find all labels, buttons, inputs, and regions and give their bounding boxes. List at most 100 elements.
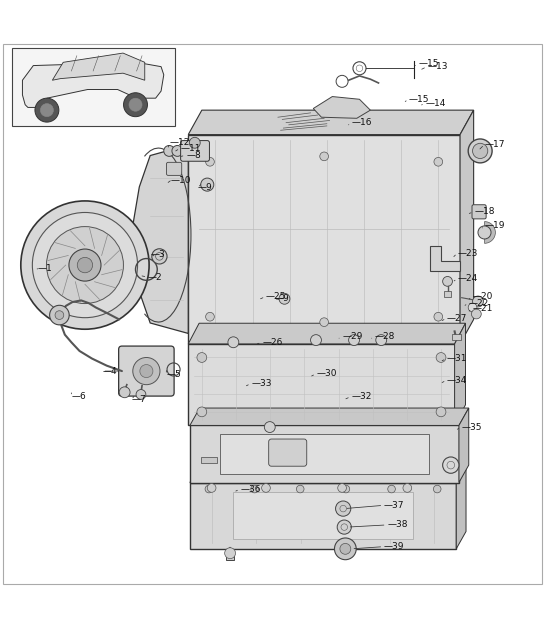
Circle shape (136, 389, 146, 399)
Circle shape (205, 485, 213, 493)
Bar (444, 291, 451, 296)
Bar (188, 344, 455, 425)
Circle shape (264, 421, 275, 433)
Text: —12: —12 (169, 138, 190, 147)
FancyBboxPatch shape (180, 141, 209, 161)
Bar (233, 492, 413, 539)
Text: —20: —20 (473, 292, 493, 301)
Text: —10: —10 (171, 176, 191, 185)
Polygon shape (190, 465, 466, 482)
Bar (226, 552, 234, 560)
Circle shape (478, 226, 491, 239)
Text: —18: —18 (474, 207, 495, 216)
Bar (190, 482, 456, 549)
Bar (190, 425, 459, 482)
Polygon shape (459, 408, 469, 482)
Text: —37: —37 (384, 501, 404, 510)
Text: —15: —15 (409, 95, 429, 104)
Circle shape (468, 139, 492, 163)
Circle shape (50, 305, 69, 325)
Bar (188, 134, 460, 344)
Bar (11, 48, 174, 126)
Text: —23: —23 (458, 249, 479, 257)
Circle shape (434, 158, 443, 166)
Circle shape (436, 352, 446, 362)
FancyBboxPatch shape (119, 346, 174, 396)
Circle shape (35, 98, 59, 122)
Polygon shape (313, 97, 371, 118)
Circle shape (349, 335, 360, 345)
Polygon shape (190, 408, 469, 425)
Polygon shape (131, 145, 188, 333)
Circle shape (337, 520, 352, 534)
Text: —30: —30 (317, 369, 337, 378)
Circle shape (197, 407, 207, 417)
Text: —21: —21 (473, 304, 493, 313)
Circle shape (46, 227, 123, 303)
Text: —26: —26 (262, 338, 282, 347)
Polygon shape (456, 465, 466, 549)
Circle shape (21, 201, 149, 329)
Circle shape (40, 104, 53, 117)
Bar (452, 333, 461, 340)
Polygon shape (22, 62, 164, 107)
Circle shape (403, 484, 411, 492)
Text: —6: —6 (72, 392, 87, 401)
Text: —31: —31 (447, 354, 468, 363)
Bar (201, 457, 217, 463)
Circle shape (471, 309, 481, 319)
Text: —38: —38 (387, 521, 408, 529)
Circle shape (311, 335, 322, 345)
Circle shape (55, 311, 64, 320)
Circle shape (124, 93, 148, 117)
Text: —2: —2 (148, 273, 162, 281)
Text: —28: —28 (375, 332, 395, 342)
Circle shape (443, 276, 452, 286)
Circle shape (32, 212, 137, 318)
Circle shape (133, 357, 160, 385)
Circle shape (320, 152, 329, 161)
Polygon shape (430, 246, 460, 271)
Circle shape (342, 485, 350, 493)
Circle shape (468, 303, 477, 312)
Text: —27: —27 (447, 314, 468, 323)
Text: —36: —36 (240, 485, 261, 494)
Polygon shape (52, 53, 145, 80)
Circle shape (296, 485, 304, 493)
Text: —14: —14 (425, 99, 446, 107)
Text: —4: —4 (103, 367, 118, 376)
Text: —9: —9 (274, 295, 289, 303)
Circle shape (320, 318, 329, 327)
Polygon shape (188, 110, 474, 134)
Text: —24: —24 (458, 274, 478, 283)
Circle shape (172, 146, 183, 156)
Text: —39: —39 (384, 542, 404, 551)
Text: —5: —5 (166, 371, 181, 379)
Text: —9: —9 (198, 183, 213, 192)
Circle shape (205, 158, 214, 166)
Circle shape (207, 484, 216, 492)
Text: —34: —34 (447, 376, 468, 385)
Text: —16: —16 (352, 118, 372, 127)
Circle shape (387, 485, 395, 493)
Circle shape (434, 312, 443, 321)
Circle shape (197, 352, 207, 362)
Text: —35: —35 (462, 423, 482, 431)
Circle shape (119, 387, 130, 398)
Circle shape (336, 501, 351, 516)
Circle shape (335, 538, 356, 560)
Circle shape (251, 485, 258, 493)
Circle shape (77, 257, 93, 273)
Wedge shape (485, 222, 495, 243)
Polygon shape (460, 110, 474, 344)
Text: —19: —19 (485, 222, 506, 230)
Text: —25: —25 (266, 292, 286, 301)
Circle shape (129, 98, 142, 111)
Text: —8: —8 (186, 151, 201, 160)
Text: —7: —7 (132, 396, 147, 404)
Text: —33: —33 (251, 379, 272, 388)
Text: —17: —17 (485, 140, 506, 149)
Circle shape (140, 365, 153, 377)
Circle shape (473, 296, 483, 307)
Text: —3: —3 (151, 250, 166, 259)
